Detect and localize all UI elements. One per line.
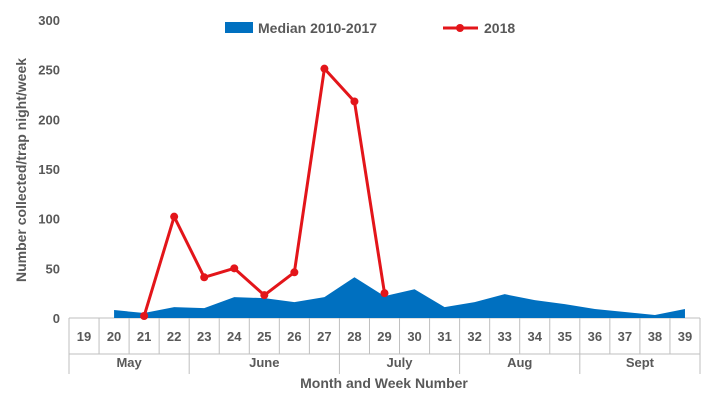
x-tick-label-week: 37 (618, 329, 632, 344)
x-tick-label-week: 20 (107, 329, 121, 344)
x-tick-label-week: 27 (317, 329, 331, 344)
legend-swatch-2018-marker (456, 24, 464, 32)
2018-line-series (140, 64, 389, 321)
x-tick-label-week: 33 (497, 329, 511, 344)
x-tick-label-month: July (387, 355, 414, 370)
legend-label-median: Median 2010-2017 (258, 20, 377, 36)
x-tick-label-week: 32 (467, 329, 481, 344)
x-tick-label-month: May (116, 355, 142, 370)
y-tick-label: 250 (38, 63, 60, 78)
2018-line (142, 67, 386, 317)
x-tick-label-month: Aug (507, 355, 532, 370)
y-tick-label: 200 (38, 112, 60, 127)
x-tick-label-week: 28 (347, 329, 361, 344)
y-tick-label: 300 (38, 13, 60, 28)
x-tick-label-week: 31 (437, 329, 451, 344)
y-tick-label: 0 (53, 311, 60, 326)
x-tick-label-week: 22 (167, 329, 181, 344)
2018-point (380, 289, 389, 298)
x-axis-title: Month and Week Number (300, 375, 468, 391)
x-tick-label-month: Sept (626, 355, 655, 370)
2018-point (260, 291, 269, 300)
x-tick-label-week: 34 (528, 329, 543, 344)
y-tick-label: 150 (38, 162, 60, 177)
x-tick-label-month: June (249, 355, 279, 370)
axes (68, 317, 701, 374)
x-tick-label-week: 19 (77, 329, 91, 344)
2018-point (320, 64, 329, 73)
legend: Median 2010-2017 2018 (225, 20, 515, 36)
x-tick-label-week: 36 (588, 329, 602, 344)
tick-labels: 0 50 100 150 200 250 300 19 20 21 22 23 24 25 26 27 28 29… (38, 13, 692, 370)
y-axis-title: Number collected/trap night/week (13, 58, 29, 282)
median-area (114, 277, 685, 318)
2018-point (140, 312, 149, 321)
median-area-series (114, 277, 685, 318)
x-tick-label-week: 25 (257, 329, 271, 344)
x-tick-label-week: 24 (227, 329, 242, 344)
2018-point (230, 264, 239, 273)
x-tick-label-week: 23 (197, 329, 211, 344)
x-tick-label-week: 21 (137, 329, 151, 344)
x-tick-label-week: 39 (678, 329, 692, 344)
x-tick-label-week: 35 (558, 329, 572, 344)
x-tick-label-week: 29 (377, 329, 391, 344)
legend-swatch-median (225, 22, 253, 33)
legend-label-2018: 2018 (484, 20, 515, 36)
2018-point (350, 97, 359, 106)
y-tick-label: 100 (38, 212, 60, 227)
x-tick-label-week: 38 (648, 329, 662, 344)
x-tick-label-week: 26 (287, 329, 301, 344)
2018-point (170, 212, 179, 221)
y-tick-label: 50 (46, 261, 60, 276)
x-tick-label-week: 30 (407, 329, 421, 344)
2018-point (290, 268, 299, 277)
2018-point (200, 273, 209, 282)
